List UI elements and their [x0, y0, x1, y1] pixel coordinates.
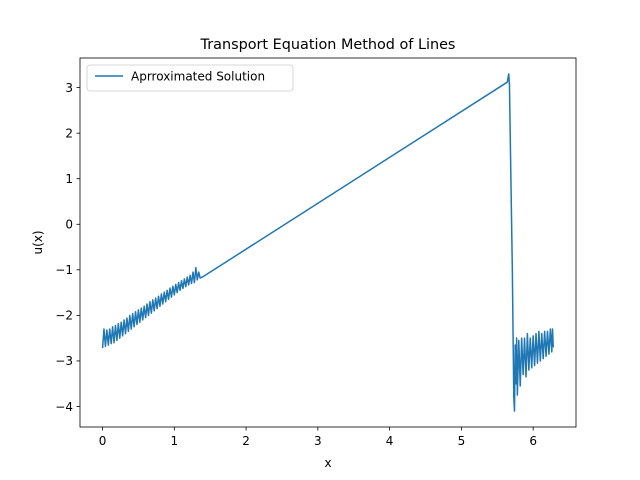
plot-area [80, 58, 576, 427]
x-tick-label: 3 [314, 434, 322, 448]
legend-frame [86, 64, 294, 92]
y-axis-ticks: −4 −3 −2 −1 0 1 2 3 [55, 81, 80, 414]
legend: Aprroximated Solution [86, 64, 294, 92]
series-line-0 [101, 73, 554, 412]
x-tick-label: 5 [458, 434, 466, 448]
y-tick-label: −1 [55, 263, 73, 277]
y-tick-label: −3 [55, 354, 73, 368]
y-tick-label: 0 [65, 218, 73, 232]
y-tick-label: 1 [65, 172, 73, 186]
y-tick-label: 3 [65, 81, 73, 95]
x-tick-label: 0 [99, 434, 107, 448]
y-tick-label: −2 [55, 309, 73, 323]
x-axis-label: x [324, 456, 331, 470]
x-tick-label: 1 [170, 434, 178, 448]
x-axis-ticks: 0 1 2 3 4 5 6 [99, 427, 537, 448]
x-tick-label: 6 [529, 434, 537, 448]
series-layer [101, 73, 554, 412]
x-tick-label: 2 [242, 434, 250, 448]
y-axis-label: u(x) [31, 230, 45, 254]
y-tick-label: −4 [55, 400, 73, 414]
legend-label: Aprroximated Solution [131, 70, 265, 84]
chart-title: Transport Equation Method of Lines [200, 37, 456, 53]
y-tick-label: 2 [65, 126, 73, 140]
plot-frame [79, 57, 577, 428]
x-tick-label: 4 [386, 434, 394, 448]
